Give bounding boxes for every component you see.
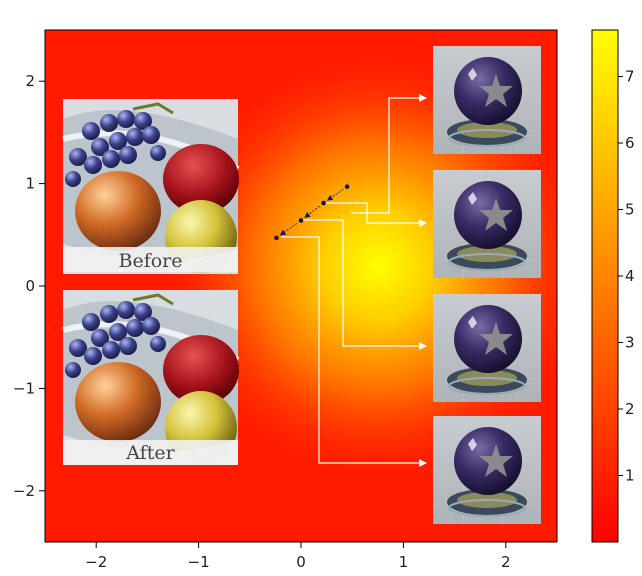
- colorbar-tick-label: 4: [625, 267, 635, 285]
- colorbar-tick-label: 7: [625, 68, 635, 86]
- trajectory-point: [298, 218, 304, 223]
- connector-1: [351, 94, 427, 214]
- before-caption: Before: [118, 250, 182, 272]
- trajectory-point: [274, 235, 279, 241]
- sphere-image-4: [432, 415, 542, 525]
- connector-2: [326, 202, 427, 227]
- x-tick-label: 2: [501, 553, 511, 571]
- sphere-image-1: [432, 45, 542, 155]
- connector-3: [303, 219, 427, 350]
- colorbar: [591, 29, 619, 543]
- sphere-image-2: [432, 169, 542, 279]
- x-tick-label: 1: [399, 553, 409, 571]
- y-tick-label: 0: [25, 277, 35, 295]
- after-image: After: [63, 290, 239, 465]
- colorbar-tick-label: 2: [625, 400, 635, 418]
- colorbar-ticks: 1 2 3 4 5 6 7: [618, 68, 635, 485]
- x-tick-label: −1: [188, 553, 210, 571]
- x-axis: −2 −1 0 1 2: [85, 542, 511, 571]
- colorbar-tick-label: 1: [625, 467, 635, 485]
- colorbar-tick-label: 5: [625, 201, 635, 219]
- before-image: Before: [63, 99, 239, 274]
- trajectory-point: [344, 184, 350, 189]
- colorbar-tick-label: 3: [625, 334, 635, 352]
- after-caption: After: [125, 442, 175, 464]
- x-tick-label: −2: [85, 553, 107, 571]
- connector-4: [281, 236, 427, 467]
- sphere-image-3: [432, 293, 542, 403]
- y-tick-label: 1: [25, 175, 35, 193]
- colorbar-tick-label: 6: [625, 134, 635, 152]
- y-tick-label: 2: [25, 72, 35, 90]
- trajectory: [274, 184, 350, 241]
- trajectory-step: [326, 189, 344, 201]
- connectors: [281, 94, 427, 467]
- y-tick-label: −1: [13, 379, 35, 397]
- trajectory-step: [304, 205, 320, 219]
- trajectory-point: [321, 200, 326, 206]
- y-axis: −2 −1 0 1 2: [13, 72, 45, 500]
- x-tick-label: 0: [296, 553, 306, 571]
- y-tick-label: −2: [13, 482, 35, 500]
